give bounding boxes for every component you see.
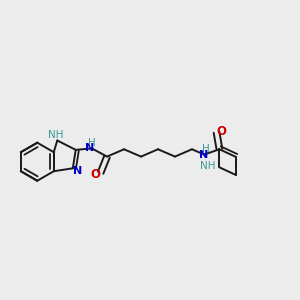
Text: NH: NH bbox=[200, 161, 216, 171]
Text: H: H bbox=[202, 144, 210, 154]
Text: O: O bbox=[90, 168, 100, 181]
Text: N: N bbox=[199, 149, 208, 160]
Text: NH: NH bbox=[48, 130, 64, 140]
Text: H: H bbox=[88, 138, 96, 148]
Text: N: N bbox=[73, 166, 82, 176]
Text: O: O bbox=[217, 124, 227, 138]
Text: N: N bbox=[85, 143, 94, 153]
